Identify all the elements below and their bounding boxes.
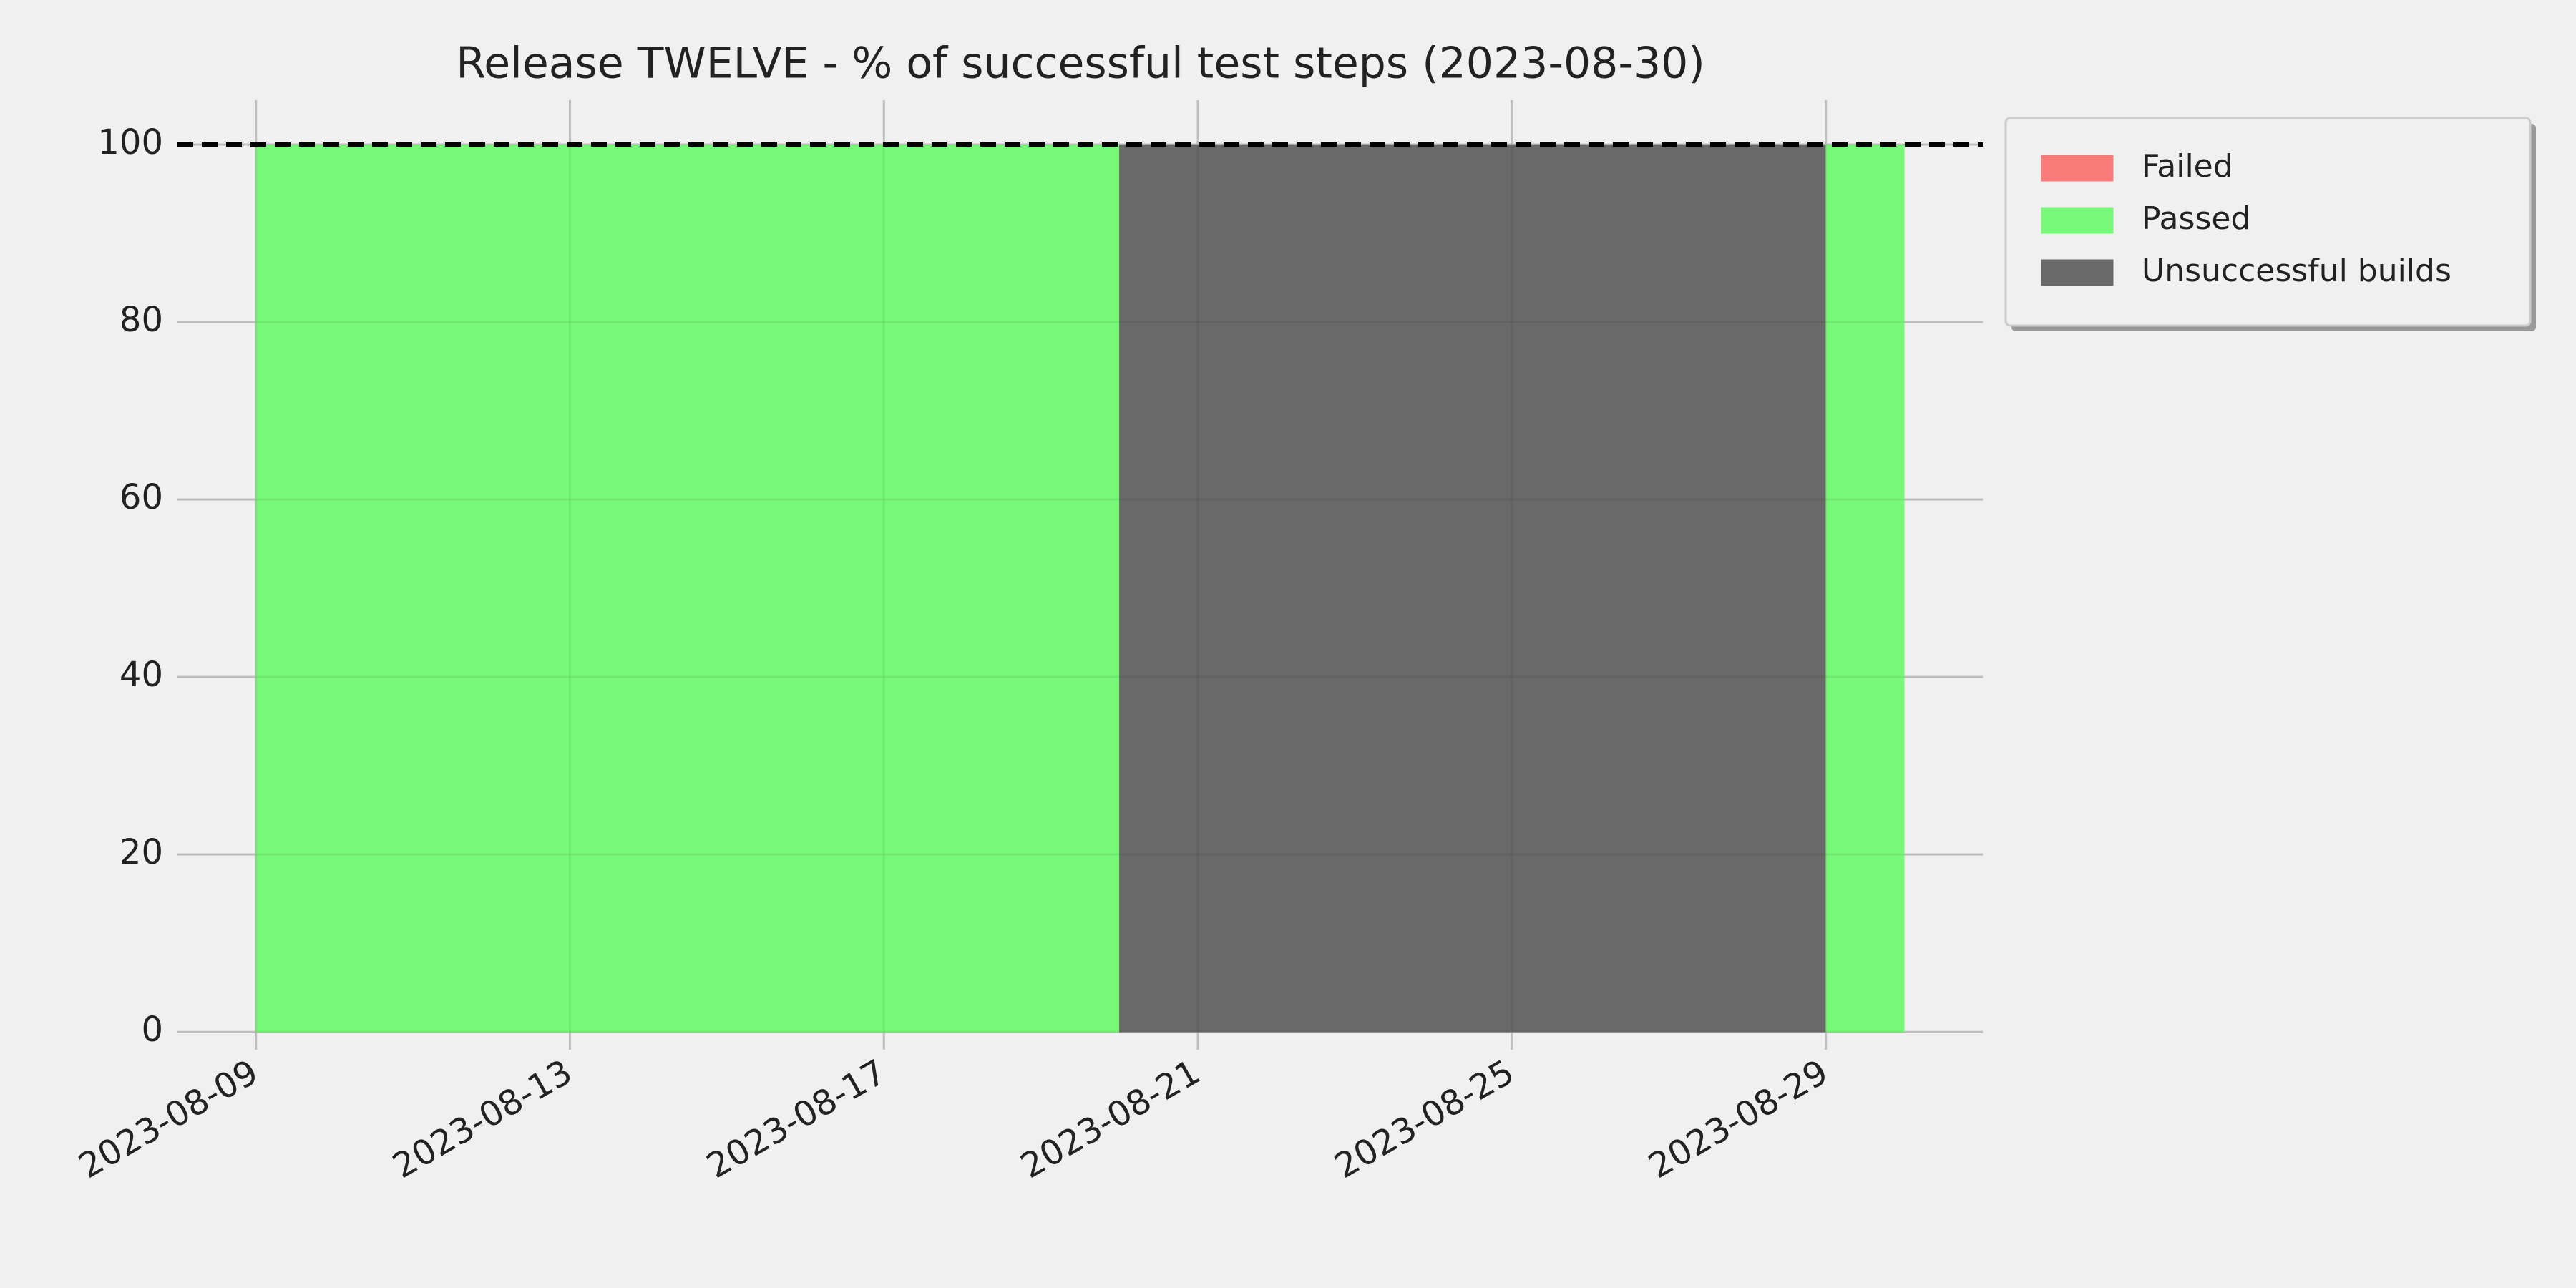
area-segment (1197, 144, 1277, 1033)
area-segment (1590, 144, 1669, 1033)
chart-title: Release TWELVE - % of successful test st… (456, 39, 1704, 89)
legend-swatch (2041, 207, 2114, 234)
area-segment (1355, 144, 1434, 1033)
y-tick-label: 20 (119, 832, 163, 872)
area-segment (962, 144, 1041, 1033)
legend-label: Failed (2142, 148, 2233, 185)
legend-swatch (2041, 259, 2114, 286)
area-segment (726, 144, 806, 1033)
area-segment (255, 144, 335, 1033)
area-segment (1276, 144, 1355, 1033)
legend (2004, 117, 2532, 327)
y-tick-label: 40 (119, 655, 163, 695)
area-segment (1040, 144, 1120, 1033)
area-segment (1433, 144, 1513, 1033)
area-segment (570, 144, 649, 1033)
area-segment (1825, 144, 1905, 1033)
area-segment (805, 144, 884, 1033)
area-segment (1511, 144, 1591, 1033)
y-tick-label: 0 (141, 1010, 163, 1050)
area-segment (648, 144, 728, 1033)
area-segment (412, 144, 492, 1033)
y-tick-label: 80 (119, 300, 163, 340)
area-segment (334, 144, 414, 1033)
y-tick-label: 100 (97, 122, 163, 162)
legend-label: Passed (2142, 200, 2250, 237)
area-segment (491, 144, 570, 1033)
area-segment (884, 144, 963, 1033)
legend-label: Unsuccessful builds (2142, 253, 2451, 289)
legend-swatch (2041, 155, 2114, 182)
area-segment (1119, 144, 1199, 1033)
area-segment (1668, 144, 1748, 1033)
area-segment (1747, 144, 1826, 1033)
y-tick-label: 60 (119, 477, 163, 517)
